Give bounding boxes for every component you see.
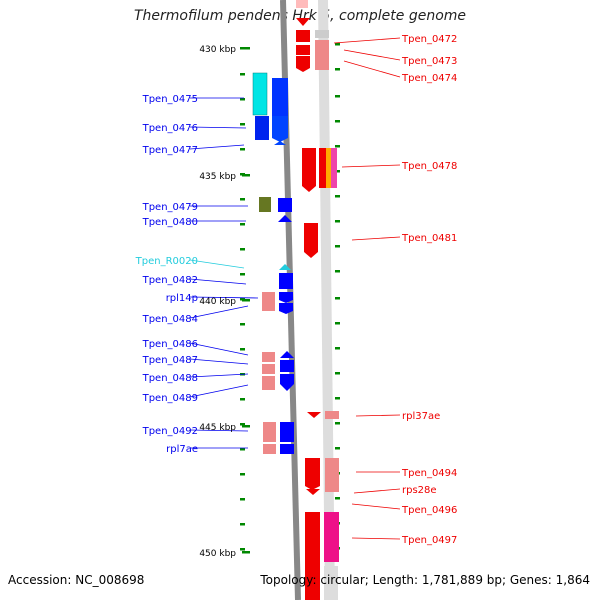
scale-tick — [335, 120, 340, 123]
gene-label: Tpen_0476 — [142, 123, 198, 134]
scale-tick — [240, 223, 245, 226]
scale-tick — [335, 145, 340, 148]
forward-strand-genes — [252, 72, 294, 454]
scale-tick — [335, 397, 340, 400]
scale-label: 430 kbp — [199, 45, 236, 55]
scale-label: 450 kbp — [199, 549, 236, 559]
gene-label: Tpen_0496 — [401, 505, 457, 516]
scale-tick — [335, 297, 340, 300]
gene-label: Tpen_0488 — [142, 373, 198, 384]
gene-label: Tpen_0497 — [401, 535, 457, 546]
gene-label: Tpen_0484 — [142, 314, 198, 325]
scale-tick — [335, 195, 340, 198]
reverse-gene-labels: Tpen_0472 Tpen_0473 Tpen_0474 Tpen_0478 Tpen… — [401, 34, 457, 546]
scale-tick — [335, 245, 340, 248]
gene-label: Tpen_0482 — [142, 275, 198, 286]
scale-labels: 430 kbp 435 kbp 440 kbp 445 kbp 450 kbp — [199, 45, 250, 559]
accession-label: Accession: NC_008698 — [8, 573, 145, 587]
scale-tick — [335, 447, 340, 450]
gene-label: Tpen_0474 — [401, 73, 457, 84]
gene-label: Tpen_0479 — [142, 202, 198, 213]
gene-label: Tpen_0477 — [142, 145, 198, 156]
scale-tick — [335, 270, 340, 273]
gene-label: Tpen_0487 — [142, 355, 198, 366]
gene-label: rpl14p — [166, 293, 198, 304]
scale-tick — [240, 398, 245, 401]
scale-label: 435 kbp — [199, 172, 236, 182]
scale-label: 440 kbp — [199, 297, 236, 307]
gene-label: Tpen_0480 — [142, 217, 198, 228]
scale-tick — [335, 95, 340, 98]
scale-tick — [335, 68, 340, 71]
gene-label: rpl7ae — [166, 444, 198, 455]
map-title: Thermofilum pendens Hrk 5, complete geno… — [133, 8, 467, 24]
gene-label: Tpen_0494 — [401, 468, 457, 479]
scale-tick — [240, 548, 245, 551]
scale-tick — [240, 73, 245, 76]
scale-tick — [335, 170, 340, 173]
scale-tick — [240, 248, 245, 251]
scale-tick — [240, 198, 245, 201]
scale-tick — [335, 347, 340, 350]
gene-label: Tpen_R0020 — [135, 256, 198, 267]
reverse-strand-track — [318, 0, 335, 600]
gene-label: Tpen_0489 — [142, 393, 198, 404]
scale-tick — [335, 322, 340, 325]
forward-gene-labels: Tpen_0475 Tpen_0476 Tpen_0477 Tpen_0479 Tpen… — [135, 94, 198, 455]
scale-tick — [240, 423, 245, 426]
scale-tick — [335, 422, 340, 425]
scale-tick — [335, 497, 340, 500]
scale-tick — [335, 43, 340, 46]
scale-tick — [240, 323, 245, 326]
scale-tick — [240, 273, 245, 276]
gene-label: Tpen_0478 — [401, 161, 457, 172]
gene-label: Tpen_0472 — [401, 34, 457, 45]
scale-tick — [335, 220, 340, 223]
forward-label-leaders — [189, 97, 259, 449]
gene-label: Tpen_0475 — [142, 94, 198, 105]
gene-label: rps28e — [402, 485, 437, 496]
scale-tick — [335, 372, 340, 375]
reverse-label-leaders — [333, 37, 401, 540]
scale-tick — [240, 98, 245, 101]
gene-label: rpl37ae — [402, 411, 440, 422]
gene-label: Tpen_0473 — [401, 56, 457, 67]
reverse-strand-genes — [296, 0, 339, 600]
scale-tick — [240, 348, 245, 351]
gene-label: Tpen_0492 — [142, 426, 198, 437]
gene-label: Tpen_0486 — [142, 339, 198, 350]
scale-tick — [240, 448, 245, 451]
scale-tick — [240, 523, 245, 526]
scale-tick — [240, 473, 245, 476]
gene-label: Tpen_0481 — [401, 233, 457, 244]
topology-label: Topology: circular; Length: 1,781,889 bp… — [260, 573, 590, 587]
scale-label: 445 kbp — [199, 423, 236, 433]
scale-tick — [240, 498, 245, 501]
scale-tick — [240, 123, 245, 126]
scale-tick — [240, 148, 245, 151]
